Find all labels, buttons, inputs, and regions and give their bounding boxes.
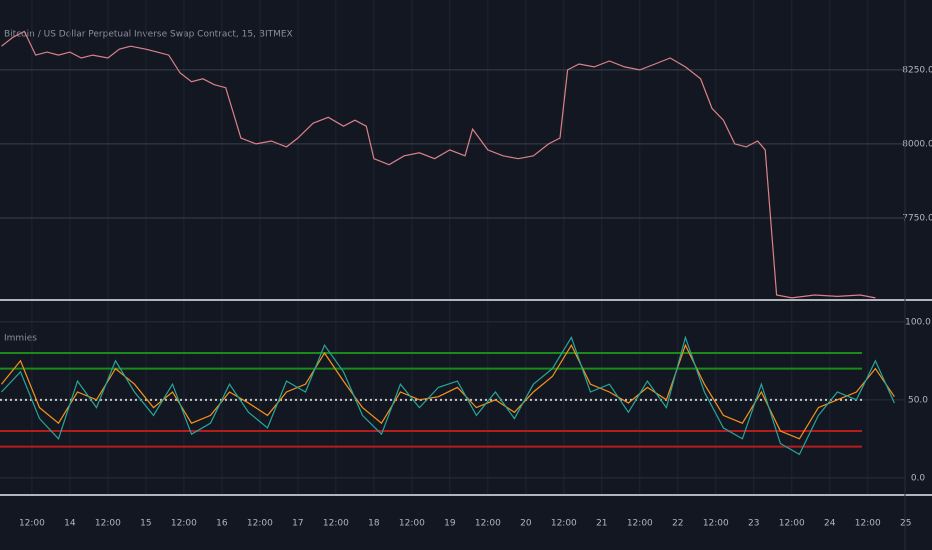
x-tick-label: 15 bbox=[140, 519, 151, 529]
x-tick-label: 20 bbox=[520, 519, 532, 529]
x-tick-label: 22 bbox=[672, 519, 683, 529]
x-tick-label: 18 bbox=[368, 519, 380, 529]
x-tick-label: 12:00 bbox=[475, 519, 501, 529]
y-tick-label: 8000.0 bbox=[902, 139, 932, 149]
x-tick-label: 23 bbox=[748, 519, 759, 529]
y-tick-label: 7750.0 bbox=[902, 213, 932, 223]
x-tick-label: 14 bbox=[64, 519, 76, 529]
x-tick-label: 19 bbox=[444, 519, 456, 529]
series-line bbox=[1, 335, 895, 456]
x-tick-label: 12:00 bbox=[19, 519, 45, 529]
x-tick-label: 12:00 bbox=[627, 519, 653, 529]
chart-title: Bitcoin / US Dollar Perpetual Inverse Sw… bbox=[4, 30, 293, 40]
x-tick-label: 12:00 bbox=[855, 519, 881, 529]
pane bbox=[0, 300, 905, 495]
x-tick-label: 25 bbox=[900, 519, 911, 529]
indicator-title: Immies bbox=[4, 334, 37, 344]
x-tick-label: 12:00 bbox=[551, 519, 577, 529]
x-tick-label: 21 bbox=[596, 519, 607, 529]
y-tick-label: 100.0 bbox=[905, 317, 931, 327]
x-tick-label: 12:00 bbox=[399, 519, 425, 529]
x-tick-label: 12:00 bbox=[703, 519, 729, 529]
x-tick-label: 12:00 bbox=[95, 519, 121, 529]
x-tick-label: 12:00 bbox=[323, 519, 349, 529]
x-tick-label: 16 bbox=[216, 519, 228, 529]
x-tick-label: 12:00 bbox=[171, 519, 197, 529]
x-tick-label: 12:00 bbox=[247, 519, 273, 529]
x-tick-label: 17 bbox=[292, 519, 303, 529]
series-line bbox=[1, 343, 895, 440]
y-tick-label: 50.0 bbox=[908, 395, 928, 405]
pane bbox=[0, 0, 905, 300]
y-tick-label: 8250.0 bbox=[902, 65, 932, 75]
x-tick-label: 24 bbox=[824, 519, 836, 529]
y-tick-label: 0.0 bbox=[911, 473, 926, 483]
x-tick-label: 12:00 bbox=[779, 519, 805, 529]
series-line bbox=[1, 30, 876, 299]
